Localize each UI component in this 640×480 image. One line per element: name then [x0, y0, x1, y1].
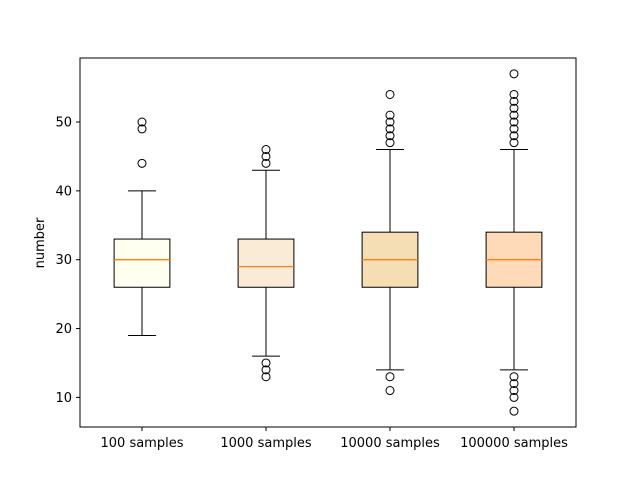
x-tick-label: 100 samples: [101, 436, 184, 451]
y-tick-label: 20: [55, 322, 72, 337]
outlier-point: [509, 386, 519, 396]
outlier-point: [261, 151, 271, 161]
outlier-point: [261, 145, 271, 155]
outlier-point: [509, 89, 519, 99]
outlier-point: [261, 358, 271, 368]
outlier-point: [261, 365, 271, 375]
outlier-point: [509, 406, 519, 416]
outlier-point: [509, 131, 519, 141]
outlier-point: [385, 117, 395, 127]
outlier-point: [509, 124, 519, 134]
box-group-2: [237, 145, 295, 382]
outlier-point: [509, 379, 519, 389]
outlier-point: [509, 110, 519, 120]
x-axis-ticks: 100 samples 1000 samples 10000 samples 1000…: [101, 427, 568, 451]
outlier-point: [509, 69, 519, 79]
x-tick-label: 10000 samples: [340, 436, 440, 451]
box-group-1: [113, 117, 171, 336]
outlier-point: [509, 138, 519, 148]
y-axis-label: number: [33, 217, 48, 268]
boxes-layer: [113, 69, 543, 416]
outlier-point: [385, 124, 395, 134]
box: [237, 238, 295, 288]
x-tick-label: 100000 samples: [460, 436, 568, 451]
y-axis-ticks: 10 20 30 40 50: [55, 116, 80, 406]
outlier-point: [261, 372, 271, 382]
outlier-point: [385, 138, 395, 148]
y-tick-label: 40: [55, 184, 72, 199]
outlier-point: [385, 89, 395, 99]
outlier-point: [385, 110, 395, 120]
outlier-point: [137, 124, 147, 134]
y-tick-label: 30: [55, 253, 72, 268]
box-group-4: [485, 69, 543, 416]
outlier-point: [509, 103, 519, 113]
outlier-point: [385, 386, 395, 396]
box-group-3: [361, 89, 419, 396]
plot-frame: [79, 57, 577, 428]
x-tick-label: 1000 samples: [220, 436, 311, 451]
outlier-point: [509, 372, 519, 382]
outlier-point: [509, 117, 519, 127]
y-tick-label: 50: [55, 116, 72, 131]
outlier-point: [509, 96, 519, 106]
box: [113, 238, 171, 288]
outlier-point: [509, 392, 519, 402]
outlier-point: [137, 117, 147, 127]
outlier-point: [137, 158, 147, 168]
outlier-point: [385, 131, 395, 141]
outlier-point: [385, 372, 395, 382]
y-tick-label: 10: [55, 391, 72, 406]
outlier-point: [261, 158, 271, 168]
